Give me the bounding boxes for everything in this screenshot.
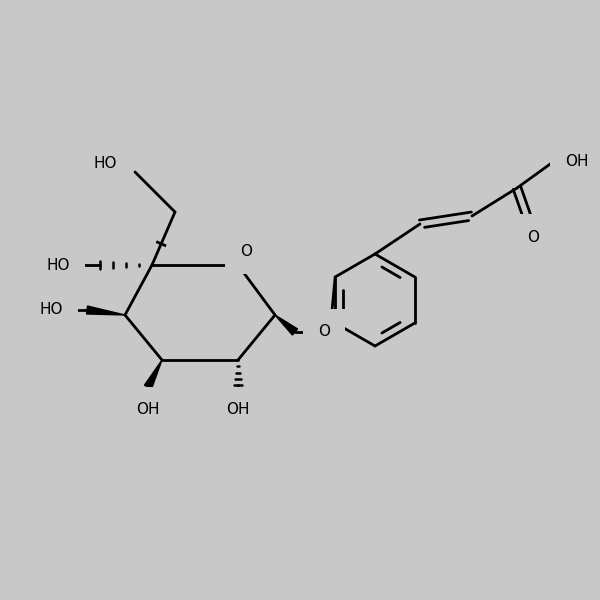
Text: OH: OH: [136, 403, 160, 418]
Polygon shape: [86, 306, 125, 315]
Text: O: O: [527, 229, 539, 245]
Polygon shape: [275, 315, 298, 335]
Text: OH: OH: [226, 403, 250, 418]
Text: HO: HO: [47, 257, 70, 272]
Text: OH: OH: [565, 154, 589, 169]
Text: HO: HO: [40, 302, 63, 317]
Text: O: O: [240, 244, 252, 259]
Text: O: O: [318, 325, 330, 340]
Polygon shape: [145, 360, 162, 389]
Text: HO: HO: [94, 157, 117, 172]
